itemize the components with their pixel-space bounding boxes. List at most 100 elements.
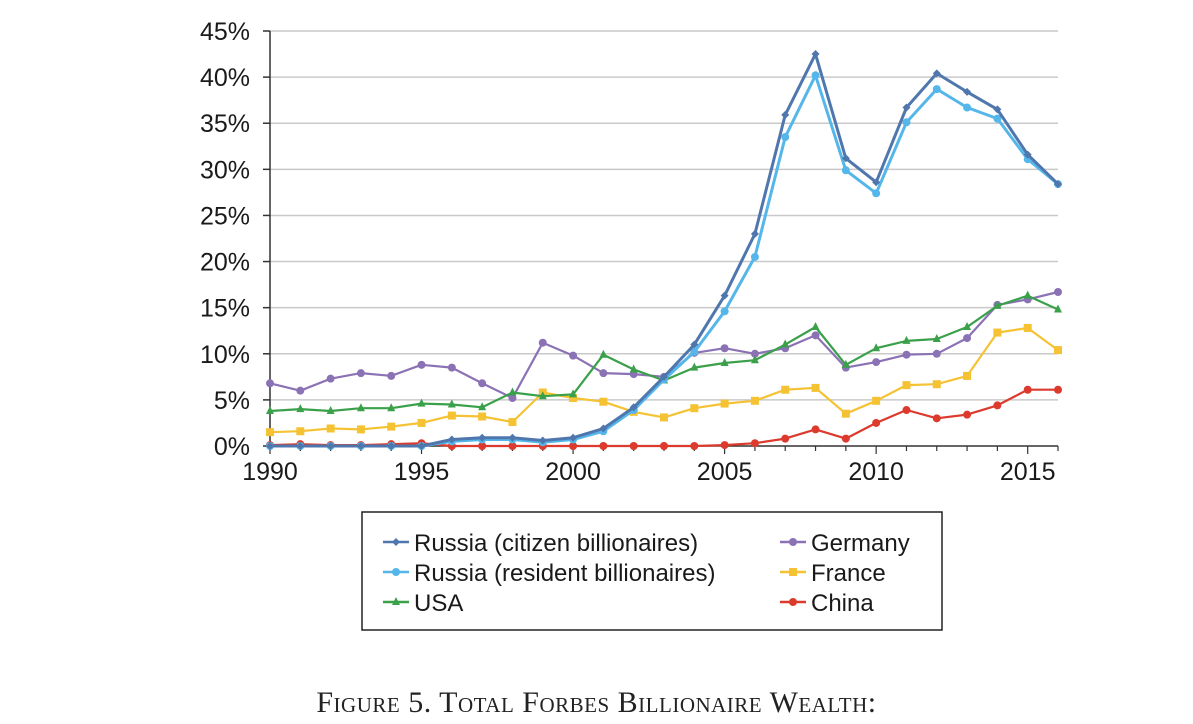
data-point <box>538 391 547 400</box>
data-point <box>1023 323 1032 332</box>
data-point <box>993 328 1002 337</box>
x-tick-label: 2005 <box>697 458 753 486</box>
data-point <box>478 442 487 450</box>
data-point <box>750 396 759 405</box>
data-point <box>1054 180 1062 189</box>
legend-label: Russia (citizen billionaires) <box>414 530 698 557</box>
data-point <box>841 434 850 443</box>
data-point <box>720 441 729 450</box>
data-point <box>478 412 487 421</box>
legend-item: Germany <box>780 530 910 557</box>
data-point <box>296 404 305 413</box>
legend-box <box>361 511 943 631</box>
data-point <box>690 404 699 413</box>
data-point <box>932 85 941 94</box>
data-point <box>356 425 365 434</box>
x-tick-label: 2010 <box>848 458 904 486</box>
data-point <box>296 427 305 436</box>
data-point <box>508 387 517 396</box>
data-point <box>902 381 911 390</box>
x-tick-label: 1990 <box>242 458 298 486</box>
legend-item: China <box>780 590 874 617</box>
data-point <box>993 300 1002 309</box>
y-tick-label: 45% <box>200 18 250 46</box>
data-point <box>781 434 790 443</box>
data-point <box>326 405 335 414</box>
data-point <box>932 349 941 358</box>
data-point <box>789 598 797 606</box>
data-point <box>841 166 850 175</box>
x-tick-label: 2000 <box>545 458 601 486</box>
y-tick-label: 25% <box>200 202 250 230</box>
data-point <box>417 418 426 427</box>
data-point <box>599 349 608 358</box>
data-point <box>690 340 699 349</box>
data-point <box>508 418 517 427</box>
data-point <box>811 331 820 340</box>
legend-item: USA <box>383 590 463 617</box>
data-point <box>629 442 638 450</box>
data-point <box>902 118 911 127</box>
series-line <box>270 73 1059 448</box>
data-point <box>387 403 396 412</box>
data-point <box>447 363 456 372</box>
data-point <box>720 358 729 366</box>
data-point <box>569 394 578 403</box>
data-point <box>750 439 759 448</box>
data-point <box>538 338 547 347</box>
data-point <box>932 69 941 78</box>
data-point <box>1054 346 1062 355</box>
y-tick-label: 20% <box>200 249 250 277</box>
data-point <box>993 401 1002 410</box>
series-0 <box>266 50 1062 450</box>
data-point <box>629 403 638 412</box>
data-point <box>478 433 487 442</box>
data-point <box>356 442 365 450</box>
data-point <box>963 87 972 96</box>
data-point <box>569 389 578 398</box>
data-point <box>720 344 729 353</box>
data-point <box>356 403 365 412</box>
data-point <box>478 402 487 411</box>
data-point <box>781 133 790 142</box>
axes <box>263 30 1059 454</box>
legend: Russia (citizen billionaires) Russia (res… <box>361 511 943 631</box>
data-point <box>789 538 797 546</box>
data-point <box>508 442 517 450</box>
data-point <box>720 291 729 300</box>
data-point <box>266 379 274 388</box>
legend-label: China <box>811 590 874 617</box>
data-point <box>690 347 699 356</box>
data-point <box>660 442 668 450</box>
data-point <box>326 442 335 450</box>
data-point <box>387 422 396 431</box>
data-point <box>660 372 668 381</box>
data-point <box>296 386 305 395</box>
data-point <box>392 538 400 546</box>
data-point <box>387 442 396 450</box>
x-tick-labels: 1990 1995 2000 2005 2010 2015 <box>242 458 1055 486</box>
legend-item: Russia (citizen billionaires) <box>383 530 698 557</box>
gridlines <box>270 30 1058 401</box>
data-point <box>963 410 972 419</box>
data-point <box>963 322 972 331</box>
data-point <box>872 343 881 352</box>
data-point <box>932 334 941 343</box>
y-tick-label: 40% <box>200 64 250 92</box>
data-point <box>392 597 400 605</box>
data-point <box>932 414 941 423</box>
data-point <box>599 442 608 450</box>
legend-item: France <box>780 560 886 587</box>
data-point <box>1023 150 1032 159</box>
data-point <box>266 405 274 414</box>
data-point <box>902 350 911 359</box>
data-point <box>811 383 820 392</box>
data-point <box>690 362 699 371</box>
data-point <box>387 371 396 380</box>
data-point <box>417 398 426 407</box>
data-point <box>750 355 759 364</box>
data-point <box>508 433 517 442</box>
y-tick-label: 10% <box>200 341 250 369</box>
legend-item: Russia (resident billionaires) <box>383 560 715 587</box>
data-point <box>599 397 608 406</box>
